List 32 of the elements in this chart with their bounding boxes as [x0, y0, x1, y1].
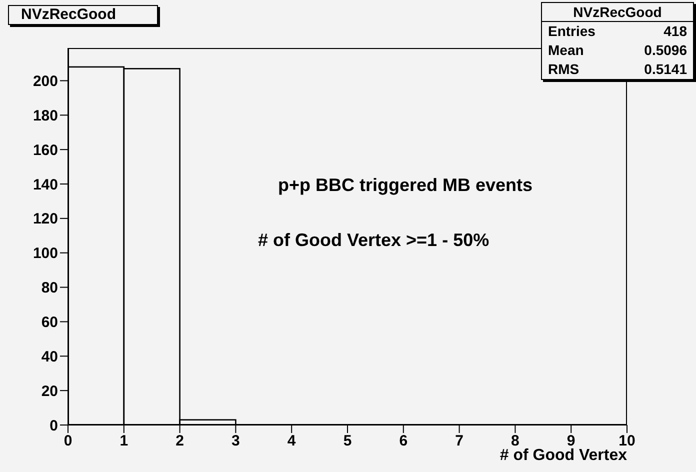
y-tick-label: 80	[41, 280, 58, 297]
y-tick-label: 60	[41, 314, 58, 332]
y-tick-label: 140	[32, 176, 58, 194]
x-tick-label: 7	[455, 432, 464, 450]
x-tick-label: 8	[511, 432, 520, 450]
x-tick-label: 5	[343, 432, 352, 450]
x-tick-label: 10	[618, 432, 636, 450]
y-tick-label: 180	[32, 107, 58, 124]
x-tick-label: 6	[399, 432, 408, 450]
y-tick-label: 160	[32, 142, 58, 159]
annotation: p+p BBC triggered MB events	[278, 175, 533, 196]
y-tick-label: 40	[41, 348, 58, 366]
y-tick-label: 100	[32, 245, 58, 262]
text: 0.5141	[644, 60, 687, 79]
y-tick-label: 200	[32, 73, 58, 90]
annotation: Mean	[548, 41, 584, 60]
text: 418	[664, 22, 687, 41]
text: NVzRecGood	[542, 3, 693, 22]
x-tick-label: 4	[287, 432, 296, 450]
text: 0.5096	[644, 41, 687, 60]
x-tick-label: 3	[232, 432, 240, 450]
y-tick-label: 0	[50, 417, 58, 434]
annotation: RMS	[548, 60, 580, 79]
y-tick-label: 120	[32, 210, 58, 228]
annotation: # of Good Vertex >=1 - 50%	[258, 230, 490, 251]
x-tick-label: 0	[64, 432, 72, 450]
x-tick-label: 2	[176, 432, 184, 450]
chart-title: NVzRecGood	[8, 5, 158, 25]
x-axis-title: # of Good Vertex	[500, 447, 627, 465]
y-tick-label: 20	[41, 382, 58, 400]
text: Entries	[548, 22, 596, 41]
x-tick-label: 1	[120, 432, 128, 450]
